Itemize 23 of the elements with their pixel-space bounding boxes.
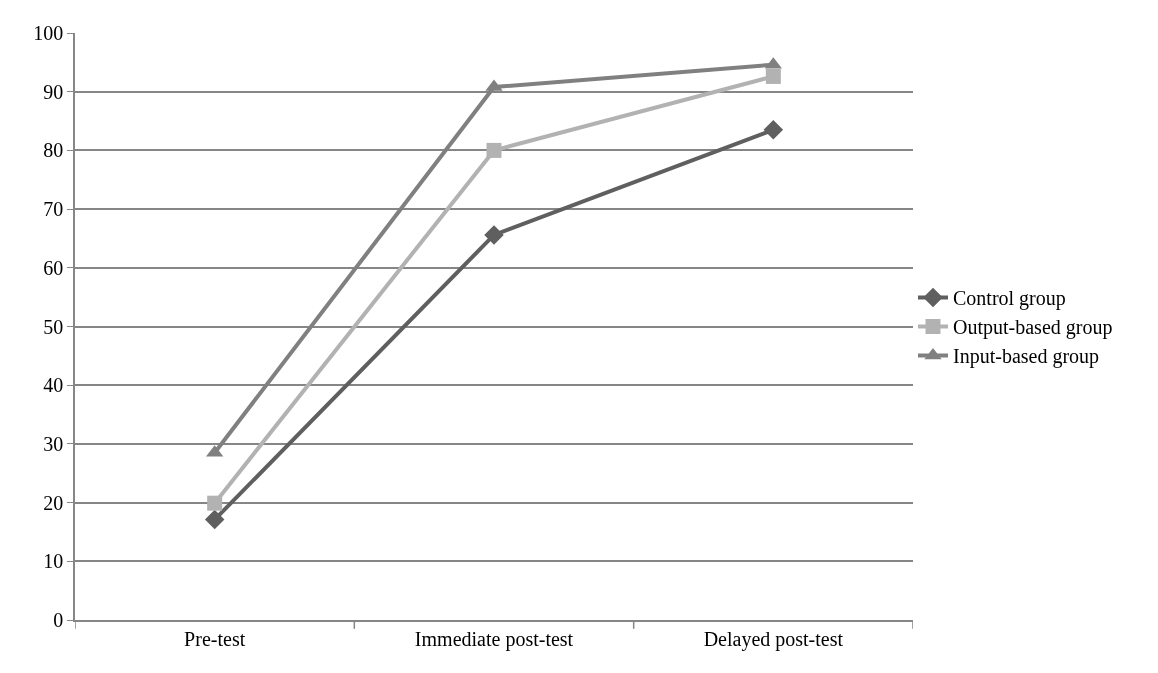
y-tick-label: 20 — [43, 491, 64, 514]
point — [763, 120, 784, 140]
y-tick-label: 50 — [43, 315, 64, 338]
y-tick-label: 10 — [43, 550, 64, 573]
y-tick-label: 40 — [43, 374, 64, 397]
legend-label: Input-based group — [953, 345, 1100, 369]
legend-label: Control group — [953, 287, 1066, 311]
y-tick-label: 70 — [43, 198, 64, 221]
y-tick-label: 90 — [43, 80, 64, 103]
point — [484, 225, 504, 245]
point — [204, 509, 225, 530]
x-tick-label: Immediate post-test — [414, 627, 574, 651]
y-tick-label: 100 — [33, 22, 64, 44]
x-tick-label: Pre-test — [184, 627, 246, 650]
point — [207, 495, 223, 511]
y-tick-label: 80 — [43, 139, 64, 162]
point — [765, 68, 781, 84]
point — [486, 142, 502, 158]
y-tick-label: 0 — [53, 609, 64, 631]
x-tick-label: Delayed post-test — [703, 627, 844, 651]
y-tick-label: 30 — [43, 432, 64, 455]
y-tick-label: 60 — [43, 256, 64, 279]
legend-label: Output-based group — [953, 316, 1113, 340]
